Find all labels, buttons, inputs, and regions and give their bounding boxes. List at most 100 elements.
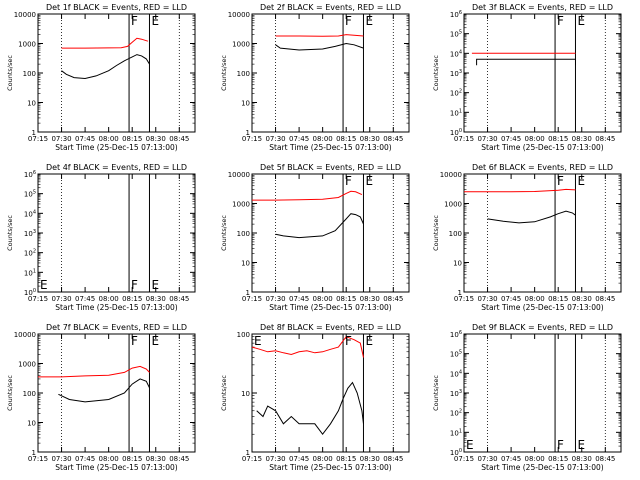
panel-title: Det 4f BLACK = Events, RED = LLD	[46, 163, 187, 172]
events-line	[476, 58, 576, 66]
x-tick-label: 08:45	[169, 135, 189, 143]
y-tick-label: 1	[458, 289, 462, 297]
y-axis-label: Counts/sec	[432, 55, 440, 91]
x-tick-label: 08:00	[99, 135, 119, 143]
x-tick-label: 08:00	[99, 455, 119, 463]
x-tick-label: 07:30	[477, 295, 497, 303]
x-tick-label: 08:30	[360, 455, 380, 463]
panel-6: Det 6f BLACK = Events, RED = LLD 1 10 100 10…	[432, 163, 622, 312]
panel-title: Det 8f BLACK = Events, RED = LLD	[260, 323, 401, 332]
x-tick-label: 07:30	[265, 295, 285, 303]
y-tick-label: 106	[24, 170, 36, 179]
x-tick-label: 07:30	[477, 135, 497, 143]
events-line	[256, 381, 364, 436]
x-tick-label: 08:45	[169, 455, 189, 463]
x-tick-label: 07:45	[75, 295, 95, 303]
events-line	[487, 210, 576, 224]
plot-frame	[37, 173, 196, 293]
y-tick-label: 10000	[440, 171, 462, 179]
marker-annotation: F	[557, 14, 564, 28]
y-tick-label: 100	[23, 390, 36, 398]
x-tick-label: 08:45	[595, 455, 615, 463]
y-tick-label: 103	[450, 69, 462, 78]
x-tick-label: 07:15	[242, 295, 262, 303]
x-tick-label: 07:30	[265, 455, 285, 463]
y-axis-label: Counts/sec	[6, 375, 14, 411]
x-tick-label: 07:45	[289, 295, 309, 303]
x-tick-label: 08:30	[360, 295, 380, 303]
x-tick-label: 07:15	[28, 135, 48, 143]
x-tick-label: 07:30	[51, 295, 71, 303]
x-tick-label: 07:15	[454, 295, 474, 303]
plot-frame	[37, 333, 196, 453]
plot-frame	[463, 333, 622, 453]
y-tick-label: 1000	[18, 41, 36, 49]
x-tick-label: 07:15	[454, 135, 474, 143]
y-tick-label: 1	[32, 129, 36, 137]
x-tick-label: 08:00	[525, 135, 545, 143]
x-tick-label: 07:45	[75, 455, 95, 463]
y-tick-label: 10000	[228, 11, 250, 19]
panel-title: Det 2f BLACK = Events, RED = LLD	[260, 3, 401, 12]
events-line	[58, 378, 150, 403]
y-tick-label: 1000	[18, 361, 36, 369]
x-tick-label: 08:00	[99, 295, 119, 303]
x-tick-label: 08:30	[146, 455, 166, 463]
y-tick-label: 1	[246, 289, 250, 297]
y-tick-label: 100	[23, 70, 36, 78]
x-tick-label: 08:00	[313, 455, 333, 463]
marker-annotation: F	[557, 438, 564, 452]
y-tick-label: 10	[27, 100, 36, 108]
x-tick-label: 08:30	[572, 455, 592, 463]
marker-annotation: F	[345, 174, 352, 188]
y-tick-label: 1	[32, 449, 36, 457]
x-tick-label: 08:15	[548, 295, 568, 303]
x-tick-label: 07:15	[242, 135, 262, 143]
x-tick-label: 08:15	[336, 295, 356, 303]
panel-9: Det 9f BLACK = Events, RED = LLD 100 101 10…	[432, 323, 622, 472]
y-tick-label: 102	[24, 249, 36, 258]
y-tick-label: 105	[24, 190, 36, 199]
plot-frame	[251, 333, 410, 453]
x-tick-label: 08:30	[146, 295, 166, 303]
y-tick-label: 101	[450, 108, 462, 117]
x-tick-label: 08:00	[525, 455, 545, 463]
x-tick-label: 08:45	[595, 295, 615, 303]
y-tick-label: 103	[450, 389, 462, 398]
marker-annotation: F	[557, 174, 564, 188]
marker-annotation: F	[345, 14, 352, 28]
x-tick-label: 08:00	[525, 295, 545, 303]
panel-title: Det 3f BLACK = Events, RED = LLD	[472, 3, 613, 12]
x-tick-label: 08:45	[383, 135, 403, 143]
x-tick-label: 07:15	[242, 455, 262, 463]
y-tick-label: 102	[450, 89, 462, 98]
x-tick-label: 08:15	[336, 135, 356, 143]
lld-line	[464, 188, 576, 193]
y-tick-label: 1000	[232, 201, 250, 209]
panel-title: Det 6f BLACK = Events, RED = LLD	[472, 163, 613, 172]
marker-annotation: E	[40, 278, 48, 292]
y-tick-label: 1000	[444, 201, 462, 209]
y-tick-label: 100	[237, 331, 250, 339]
marker-annotation: E	[365, 174, 373, 188]
y-axis-label: Counts/sec	[6, 215, 14, 251]
y-axis-label: Counts/sec	[220, 55, 228, 91]
x-tick-label: 08:30	[572, 295, 592, 303]
marker-annotation: F	[131, 14, 138, 28]
x-tick-label: 07:30	[51, 455, 71, 463]
x-axis-label: Start Time (25-Dec-15 07:13:00)	[481, 143, 603, 152]
lld-line	[38, 365, 150, 378]
lld-line	[251, 336, 364, 358]
y-axis-label: Counts/sec	[220, 375, 228, 411]
x-tick-label: 08:45	[383, 455, 403, 463]
marker-annotation: E	[151, 278, 159, 292]
events-line	[275, 213, 364, 239]
y-axis-label: Counts/sec	[432, 215, 440, 251]
x-tick-label: 08:15	[336, 455, 356, 463]
x-tick-label: 08:45	[383, 295, 403, 303]
panel-5: Det 5f BLACK = Events, RED = LLD 1 10 100 10…	[220, 163, 410, 312]
y-tick-label: 1000	[232, 41, 250, 49]
y-tick-label: 100	[450, 448, 462, 457]
y-tick-label: 10000	[14, 11, 36, 19]
x-tick-label: 08:15	[122, 295, 142, 303]
